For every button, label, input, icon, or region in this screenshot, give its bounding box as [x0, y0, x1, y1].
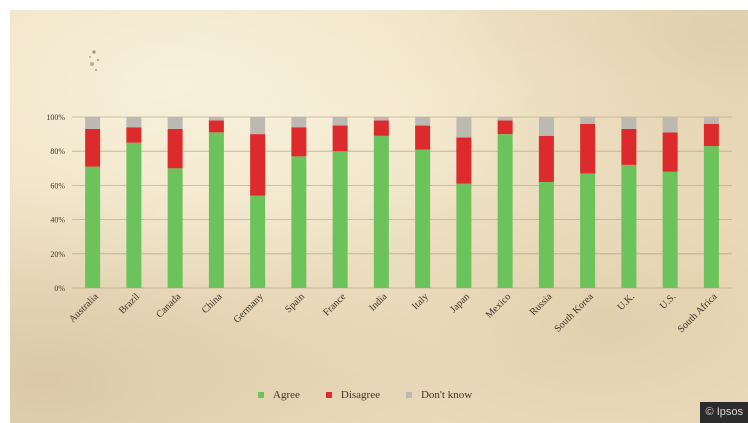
x-category-label: Japan: [448, 291, 472, 315]
bar-segment-disagree: [373, 120, 389, 136]
bar-segment-agree: [703, 146, 719, 288]
x-category-label: France: [321, 291, 348, 318]
bar-segment-agree: [456, 183, 472, 288]
stacked-bar-chart: 0% 20% 40% 60% 80% 100% Australia Brazil Canada…: [46, 113, 732, 335]
y-axis-ticks: 0% 20% 40% 60% 80% 100%: [46, 113, 65, 293]
bar-segment-agree: [662, 171, 678, 288]
bar-segment-dont-know: [580, 117, 596, 124]
bar-segment-dont-know: [332, 117, 348, 126]
bars: [85, 117, 719, 288]
bar-segment-agree: [208, 132, 224, 288]
x-category-label: Australia: [67, 291, 101, 325]
bar-segment-dont-know: [250, 117, 266, 135]
bar-segment-agree: [85, 166, 101, 288]
bar-segment-disagree: [415, 125, 431, 150]
x-category-label: South Africa: [676, 291, 720, 335]
bar-segment-agree: [497, 134, 513, 288]
legend-item-dont-know: Don't know: [405, 389, 473, 401]
bar-segment-agree: [621, 164, 637, 288]
y-tick-label: 40%: [50, 216, 65, 225]
bar-segment-disagree: [580, 123, 596, 174]
bar-segment-dont-know: [621, 117, 637, 129]
bar-segment-dont-know: [167, 117, 183, 129]
bar-segment-disagree: [126, 127, 142, 143]
x-axis-labels: Australia Brazil Canada China Germany Spain Fr…: [67, 291, 720, 335]
legend-swatch-dont-know: [405, 392, 412, 398]
x-category-label: U.K.: [615, 291, 637, 313]
bar-segment-agree: [126, 142, 142, 288]
bar-segment-dont-know: [703, 117, 719, 124]
x-category-label: South Korea: [552, 291, 596, 335]
bar-segment-dont-know: [85, 117, 101, 129]
bar-segment-agree: [332, 151, 348, 288]
parchment-background: 0% 20% 40% 60% 80% 100% Australia Brazil Canada…: [10, 10, 748, 423]
legend-swatch-agree: [258, 392, 264, 398]
bar-segment-disagree: [621, 128, 637, 165]
bar-segment-disagree: [662, 132, 678, 172]
bar-segment-agree: [167, 168, 183, 288]
y-tick-label: 0%: [54, 284, 65, 293]
x-category-label: Russia: [528, 291, 555, 318]
x-category-label: Spain: [283, 291, 307, 315]
bar-segment-disagree: [538, 135, 554, 182]
bar-segment-disagree: [208, 120, 224, 133]
legend-label-disagree: Disagree: [340, 389, 380, 401]
bar-segment-dont-know: [126, 117, 142, 128]
bar-segment-dont-know: [208, 117, 224, 121]
bar-segment-disagree: [497, 120, 513, 135]
bar-segment-dont-know: [291, 117, 307, 128]
bar-segment-dont-know: [415, 117, 431, 126]
y-tick-label: 20%: [50, 250, 65, 259]
bar-segment-disagree: [167, 128, 183, 169]
bar-segment-disagree: [250, 134, 266, 196]
legend-label-dont-know: Don't know: [420, 389, 473, 401]
x-category-label: Germany: [232, 291, 266, 325]
x-category-label: Canada: [154, 291, 183, 320]
bar-segment-agree: [250, 195, 266, 288]
bar-segment-agree: [373, 135, 389, 288]
bar-segment-disagree: [85, 128, 101, 167]
bar-segment-dont-know: [497, 117, 513, 121]
legend-item-agree: Agree: [258, 389, 300, 401]
bar-segment-dont-know: [662, 117, 678, 133]
credit-watermark: © Ipsos: [699, 402, 748, 423]
legend-swatch-disagree: [325, 392, 332, 398]
y-tick-label: 100%: [46, 113, 65, 122]
bar-segment-dont-know: [373, 117, 389, 121]
x-category-label: U.S.: [658, 291, 678, 311]
ink-smudge-decoration: [89, 50, 100, 71]
y-tick-label: 80%: [50, 147, 65, 156]
bar-segment-disagree: [456, 137, 472, 184]
bar-segment-disagree: [291, 127, 307, 157]
y-tick-label: 60%: [50, 181, 65, 190]
bar-segment-agree: [580, 173, 596, 288]
bar-segment-agree: [538, 181, 554, 288]
x-category-label: China: [200, 291, 225, 316]
x-category-label: Mexico: [484, 291, 513, 320]
x-category-label: India: [367, 291, 390, 314]
bar-segment-disagree: [703, 123, 719, 147]
x-category-label: Italy: [410, 291, 431, 312]
bar-segment-agree: [291, 156, 307, 288]
x-category-label: Brazil: [117, 291, 142, 316]
legend-label-agree: Agree: [273, 389, 300, 401]
bar-segment-dont-know: [456, 117, 472, 138]
bar-segment-dont-know: [538, 117, 554, 136]
legend-item-disagree: Disagree: [325, 389, 380, 401]
bar-segment-disagree: [332, 125, 348, 152]
chart-legend: Agree Disagree Don't know: [258, 387, 498, 403]
bar-segment-agree: [415, 149, 431, 288]
